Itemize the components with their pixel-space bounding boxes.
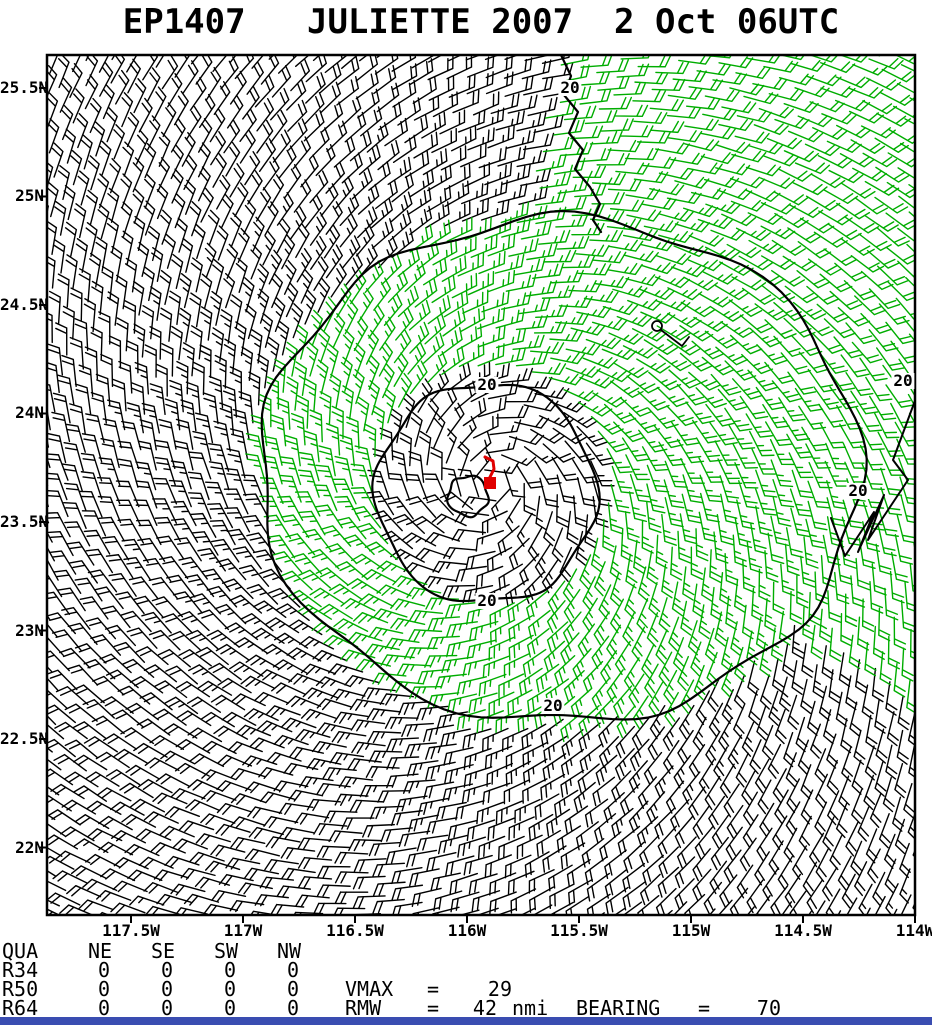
x-tick-label: 117.5W	[102, 921, 160, 940]
y-tick-label: 23N	[15, 620, 44, 640]
x-tick-label: 115.5W	[550, 921, 608, 940]
stat-equals: =	[698, 996, 711, 1020]
table-cell: 0	[160, 977, 174, 1001]
stat-label: RMW	[345, 996, 382, 1020]
x-tick-label: 116.5W	[326, 921, 384, 940]
x-tick-label: 114W	[895, 921, 932, 940]
y-tick-label: 25N	[15, 186, 44, 206]
contour-label: 20	[475, 375, 499, 394]
contour-label: 20	[891, 371, 915, 390]
stat-value: 70	[756, 996, 781, 1020]
table-quadrant-header: SE	[150, 939, 176, 963]
table-cell: 0	[160, 958, 174, 982]
stat-label: BEARING	[576, 996, 661, 1020]
chart-title: EP1407 JULIETTE 2007 2 Oct 06UTC	[122, 2, 840, 42]
x-tick-label: 114.5W	[774, 921, 832, 940]
table-cell: 0	[286, 996, 300, 1020]
table-cell: 0	[97, 977, 111, 1001]
table-quadrant-header: SW	[213, 939, 239, 963]
stat-equals: =	[427, 996, 440, 1020]
table-quadrant-header: NE	[87, 939, 113, 963]
table-cell: 0	[97, 958, 111, 982]
table-cell: 0	[223, 996, 237, 1020]
contour-label: 20	[846, 481, 870, 500]
stat-unit: nmi	[512, 996, 549, 1020]
stat-value: 42	[472, 996, 497, 1020]
y-tick-label: 22N	[15, 837, 44, 857]
table-cell: 0	[223, 958, 237, 982]
contour-label: 20	[541, 696, 565, 715]
y-tick-label: 22.5N	[0, 729, 49, 748]
table-cell: 0	[160, 996, 174, 1020]
x-tick-label: 115W	[671, 921, 711, 940]
y-tick-label: 23.5N	[0, 511, 49, 531]
stat-equals: =	[427, 977, 440, 1001]
x-tick-label: 117W	[223, 921, 263, 940]
table-cell: 0	[286, 977, 300, 1001]
table-cell: 0	[286, 958, 300, 982]
table-row-label: R50	[2, 977, 39, 1001]
table-cell: 0	[223, 977, 237, 1001]
table-cell: 0	[97, 996, 111, 1020]
table-corner-label: QUA	[2, 939, 39, 963]
x-tick-label: 116W	[447, 921, 487, 940]
contour-label: 20	[475, 591, 499, 610]
y-tick-label: 24N	[15, 403, 44, 423]
y-tick-label: 25.5N	[0, 77, 49, 97]
table-row-label: R34	[2, 958, 39, 982]
stat-label: VMAX	[345, 977, 394, 1001]
y-tick-label: 24.5N	[0, 294, 49, 314]
stat-value: 29	[487, 977, 512, 1001]
table-quadrant-header: NW	[276, 939, 302, 963]
table-row-label: R64	[2, 996, 39, 1020]
bottom-blue-bar	[0, 1017, 932, 1025]
contour-label: 20	[558, 78, 582, 97]
